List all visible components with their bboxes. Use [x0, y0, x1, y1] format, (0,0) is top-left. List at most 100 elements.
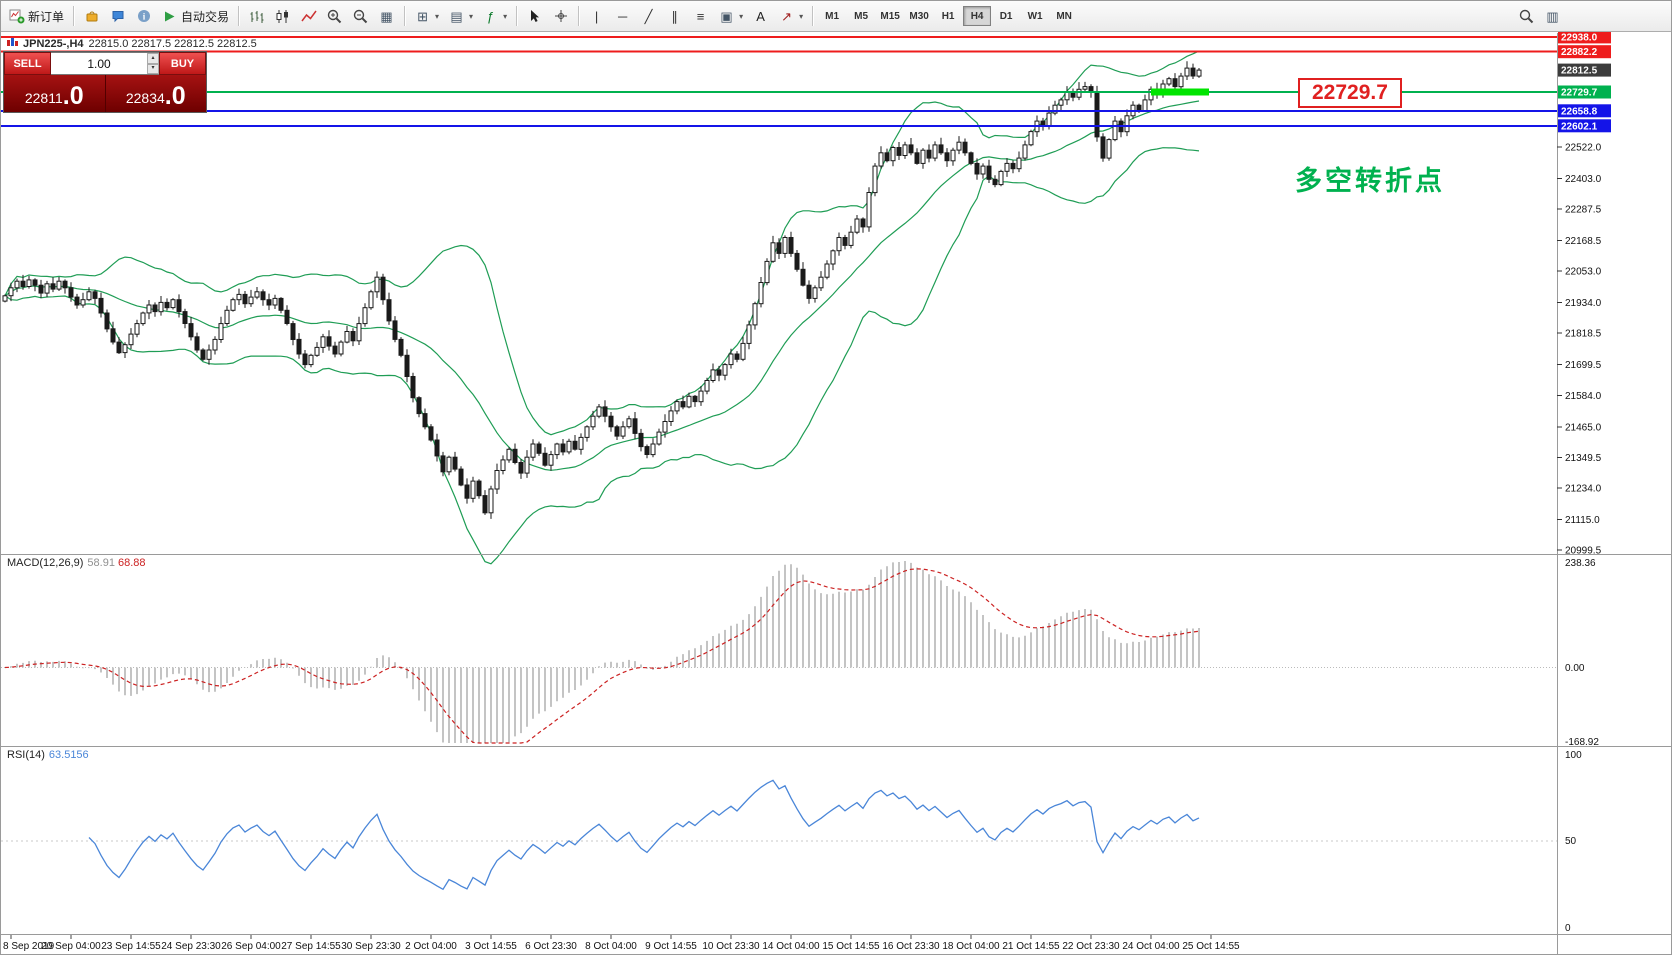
svg-text:22729.7: 22729.7 — [1561, 88, 1598, 99]
svg-text:21818.5: 21818.5 — [1565, 329, 1602, 340]
market-button[interactable] — [79, 4, 104, 28]
lot-stepper: ▴ ▾ — [147, 53, 159, 74]
timeframe-m5[interactable]: M5 — [847, 6, 875, 26]
candlestick-chart-button[interactable] — [270, 4, 295, 28]
macd-label: MACD(12,26,9) 58.91 68.88 — [7, 557, 146, 569]
market-icon — [83, 8, 100, 25]
lot-size-field[interactable]: 1.00 ▴ ▾ — [51, 52, 159, 75]
timeframe-mn[interactable]: MN — [1050, 6, 1078, 26]
svg-text:24 Oct 04:00: 24 Oct 04:00 — [1122, 941, 1180, 952]
search-button[interactable] — [1514, 4, 1539, 28]
line-chart-icon — [300, 8, 317, 25]
object-list-button[interactable]: ▥ — [1540, 4, 1565, 28]
arrows-icon: ↗ — [781, 8, 793, 24]
crosshair-icon — [552, 8, 569, 25]
timeframe-h4[interactable]: H4 — [963, 6, 992, 26]
autotrading-button[interactable]: 自动交易 — [157, 4, 233, 28]
timeframe-m15[interactable]: M15 — [876, 6, 904, 26]
bollinger-middle-band[interactable] — [4, 100, 1200, 471]
trendline-button[interactable]: ╱ — [636, 4, 661, 28]
info-button[interactable]: i — [131, 4, 156, 28]
info-icon: i — [135, 8, 152, 25]
svg-text:8 Oct 04:00: 8 Oct 04:00 — [585, 941, 637, 952]
turning-point-note[interactable]: 多空转折点 — [1295, 166, 1445, 196]
indicators-button[interactable]: ƒ ▾ — [478, 4, 511, 28]
timeframe-d1[interactable]: D1 — [992, 6, 1020, 26]
svg-text:25 Oct 14:55: 25 Oct 14:55 — [1182, 941, 1240, 952]
dropdown-arrow-icon: ▾ — [435, 11, 440, 21]
bar-chart-button[interactable] — [244, 4, 269, 28]
macd-value-signal: 68.88 — [118, 557, 146, 569]
buy-price[interactable]: 22834.0 — [106, 75, 207, 112]
svg-text:22053.0: 22053.0 — [1565, 267, 1602, 278]
svg-text:22168.5: 22168.5 — [1565, 236, 1602, 247]
bar-chart-icon — [248, 8, 265, 25]
shapes-button[interactable]: ▣ ▾ — [714, 4, 747, 28]
svg-text:8 Sep 2019: 8 Sep 2019 — [3, 941, 55, 952]
price-axis[interactable]: 22522.0 22403.0 22287.5 22168.5 22053.0 21934… — [1557, 143, 1602, 557]
toolbar-separator — [516, 6, 518, 26]
line-chart-button[interactable] — [296, 4, 321, 28]
new-order-button[interactable]: 新订单 — [4, 4, 68, 28]
cursor-button[interactable] — [522, 4, 547, 28]
new-chart-icon: ⊞ — [417, 8, 428, 24]
main-toolbar: 新订单 i 自动交易 ▦ ⊞ ▾ ▤ ▾ ƒ ▾ | ─ ╱ ∥ ≡ ▣ ▾ A ↗ ▾ M1 M5 M15 M30 H1 H4 D… — [1, 1, 1671, 32]
svg-text:22882.2: 22882.2 — [1561, 47, 1598, 58]
new-chart-button[interactable]: ⊞ ▾ — [410, 4, 443, 28]
toolbar-separator — [404, 6, 406, 26]
trend-highlight-segment[interactable] — [1151, 88, 1209, 96]
buy-button[interactable]: BUY — [159, 52, 206, 75]
svg-text:2 Oct 04:00: 2 Oct 04:00 — [405, 941, 457, 952]
vertical-line-button[interactable]: | — [584, 4, 609, 28]
cursor-icon — [526, 8, 543, 25]
price-level-label: 22938.0 — [1558, 30, 1611, 44]
sell-button[interactable]: SELL — [4, 52, 51, 75]
tile-windows-button[interactable]: ▦ — [374, 4, 399, 28]
community-button[interactable] — [105, 4, 130, 28]
text-button[interactable]: A — [748, 4, 773, 28]
new-order-icon — [8, 8, 25, 25]
timeframe-w1[interactable]: W1 — [1021, 6, 1049, 26]
panel-separators[interactable] — [1, 33, 1672, 955]
zoom-in-button[interactable] — [322, 4, 347, 28]
price-annotation-box[interactable]: 22729.7 — [1298, 78, 1402, 108]
equidistant-channel-button[interactable]: ∥ — [662, 4, 687, 28]
buy-price-int: 22834 — [125, 90, 165, 106]
svg-text:100: 100 — [1565, 750, 1582, 761]
timeframe-m30[interactable]: M30 — [905, 6, 933, 26]
bollinger-upper-band[interactable] — [4, 50, 1200, 436]
arrows-button[interactable]: ↗ ▾ — [774, 4, 807, 28]
svg-text:18 Oct 04:00: 18 Oct 04:00 — [942, 941, 1000, 952]
zoom-out-button[interactable] — [348, 4, 373, 28]
svg-text:21349.5: 21349.5 — [1565, 453, 1602, 464]
profiles-icon: ▤ — [450, 8, 463, 24]
svg-text:6 Oct 23:30: 6 Oct 23:30 — [525, 941, 577, 952]
svg-text:-168.92: -168.92 — [1565, 737, 1599, 748]
crosshair-button[interactable] — [548, 4, 573, 28]
macd-signal-line — [4, 568, 1200, 744]
symbol-timeframe-label: JPN225-,H4 — [23, 38, 84, 50]
profiles-button[interactable]: ▤ ▾ — [444, 4, 477, 28]
price-level-label: 22882.2 — [1558, 45, 1611, 59]
horizontal-line-icon: ─ — [617, 8, 628, 24]
zoom-in-icon — [326, 8, 343, 25]
trendline-icon: ╱ — [644, 8, 653, 24]
sell-price[interactable]: 22811.0 — [4, 75, 106, 112]
search-icon — [1518, 8, 1535, 25]
svg-text:0: 0 — [1565, 923, 1571, 934]
vertical-line-icon: | — [594, 8, 599, 24]
fibonacci-button[interactable]: ≡ — [688, 4, 713, 28]
macd-name: MACD(12,26,9) — [7, 557, 84, 569]
horizontal-line-button[interactable]: ─ — [610, 4, 635, 28]
lot-increase-button[interactable]: ▴ — [147, 53, 159, 64]
timeframe-h1[interactable]: H1 — [934, 6, 962, 26]
lot-size-value[interactable]: 1.00 — [87, 56, 111, 71]
chart-background — [1, 33, 1671, 954]
lot-decrease-button[interactable]: ▾ — [147, 63, 159, 74]
svg-text:22812.5: 22812.5 — [1561, 66, 1598, 77]
sell-price-int: 22811 — [24, 90, 63, 106]
timeframe-m1[interactable]: M1 — [818, 6, 846, 26]
toolbar-separator — [238, 6, 240, 26]
